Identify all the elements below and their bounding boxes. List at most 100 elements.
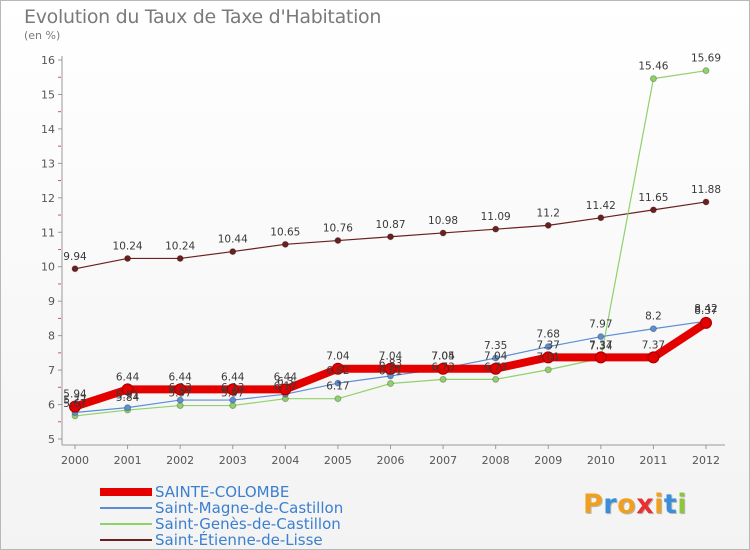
data-point [649,325,657,333]
data-point [387,380,394,388]
data-label: 5.91 [116,390,139,402]
legend-label: SAINTE-COLOMBE [155,483,290,501]
data-label: 6.44 [274,371,298,383]
x-tick-label: 2008 [482,454,510,467]
data-point [492,225,500,233]
data-label: 11.2 [537,207,560,219]
data-label: 7.04 [484,351,508,363]
data-label: 11.65 [638,192,668,204]
legend-swatch [100,523,152,525]
data-label: 10.76 [323,223,353,235]
data-point [174,383,187,396]
data-label: 8.37 [694,305,717,317]
data-point [542,351,555,364]
logo-letter: o [617,489,637,520]
y-tick-label: 8 [48,330,55,343]
data-point [649,75,657,83]
data-point [700,316,712,329]
data-label: 6.44 [221,371,245,383]
data-label: 7.04 [326,351,350,363]
x-tick-label: 2005 [324,454,352,467]
data-point [334,379,342,387]
data-label: 11.42 [586,200,616,212]
x-tick-label: 2011 [639,454,667,467]
data-point [439,375,447,383]
legend-swatch [100,488,152,496]
x-tick-label: 2003 [219,454,247,467]
y-tick-label: 10 [41,261,55,274]
data-label: 10.24 [165,240,195,252]
data-label: 15.69 [691,53,721,65]
data-label: 10.98 [428,215,458,227]
data-label: 8.42 [694,303,717,315]
data-label: 11.88 [691,184,721,196]
data-label: 6.17 [274,381,297,393]
data-point [649,206,657,214]
y-tick-label: 12 [41,192,55,205]
data-point [544,343,552,351]
data-point [334,395,342,403]
data-point [387,233,394,241]
data-label: 6.73 [431,361,454,373]
data-point [121,383,134,396]
data-point [489,362,502,375]
data-point [702,67,710,75]
chart-title: Evolution du Taux de Taxe d'Habitation [24,6,382,28]
legend-label: Saint-Genès-de-Castillon [155,515,341,533]
data-point [594,351,607,364]
data-label: 5.67 [63,398,86,410]
data-label: 6.44 [168,371,192,383]
y-tick-label: 6 [48,399,55,412]
data-point [384,362,397,375]
unit-label: (en %) [24,29,61,42]
logo-letter: P [583,489,604,520]
data-point [226,383,239,396]
logo-letter: i [677,489,688,520]
data-label: 6.73 [484,361,507,373]
logo-letter: r [603,489,618,520]
data-point [597,214,605,222]
x-tick-label: 2001 [114,454,142,467]
data-label: 7.04 [431,351,455,363]
data-point [544,366,552,374]
data-label: 5.94 [63,389,87,401]
data-point [279,383,292,396]
data-point [69,400,81,413]
y-tick-label: 15 [41,88,55,101]
data-label: 7.01 [537,352,560,364]
y-tick-label: 16 [41,54,55,67]
proxiti-logo: Proxiti [583,489,687,520]
data-label: 10.65 [270,226,300,238]
data-label: 9.94 [63,251,87,263]
y-tick-label: 7 [48,364,55,377]
data-label: 6.61 [379,366,402,378]
data-point [281,240,289,248]
data-point [229,396,237,404]
data-label: 6.44 [116,371,140,383]
legend-swatch [100,539,152,541]
x-tick-label: 2004 [271,454,299,467]
data-point [331,362,344,375]
x-tick-label: 2010 [587,454,615,467]
data-point [492,354,500,362]
data-point [176,254,184,262]
y-tick-label: 9 [48,295,55,308]
x-tick-label: 2012 [692,454,720,467]
data-point [229,248,237,256]
data-label: 5.77 [63,394,86,406]
y-tick-label: 14 [41,123,55,136]
data-label: 5.84 [116,392,140,404]
data-label: 6.3 [277,376,294,388]
data-label: 10.44 [218,234,248,246]
legend-swatch [100,507,152,509]
data-point [647,351,660,364]
data-label: 8.2 [645,311,662,323]
data-label: 7.35 [484,340,507,352]
x-tick-label: 2009 [534,454,562,467]
logo-letter: i [654,489,664,520]
data-label: 10.87 [375,219,405,231]
data-point [437,362,450,375]
data-label: 11.09 [481,211,511,223]
data-point [124,404,132,412]
